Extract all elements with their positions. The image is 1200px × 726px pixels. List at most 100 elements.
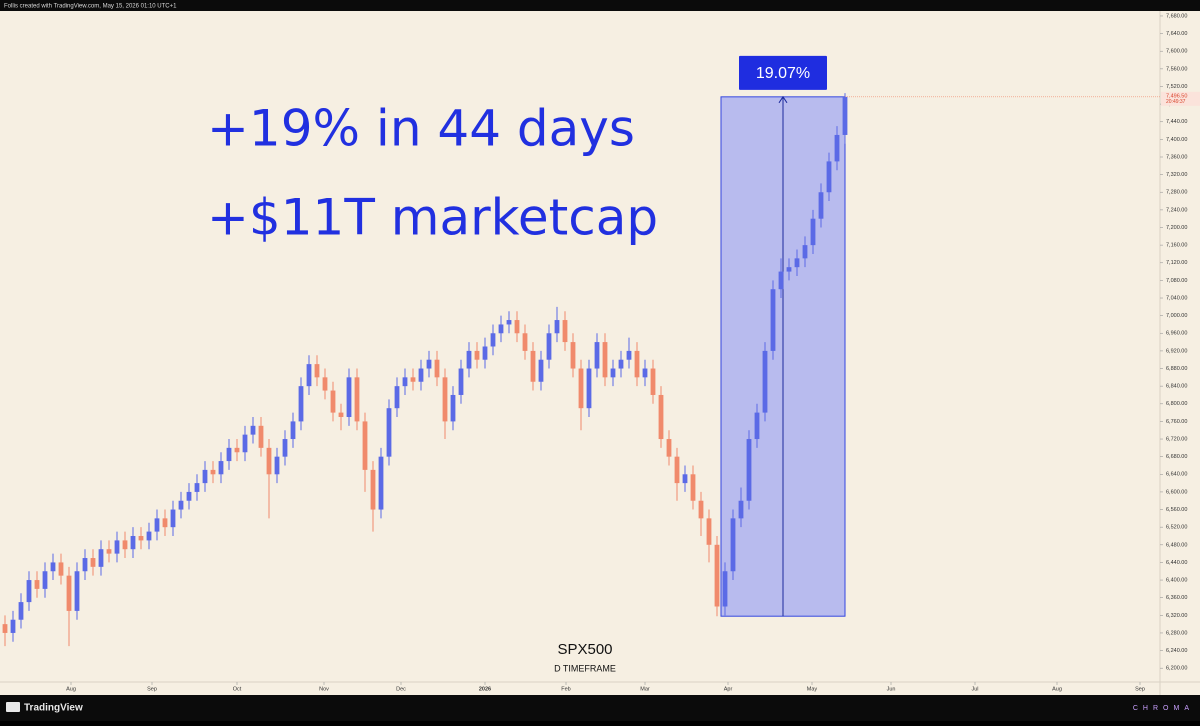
candle-body [690, 474, 696, 501]
x-tick-label: Jun [887, 686, 896, 692]
candle-body [634, 350, 640, 378]
candle-body [50, 562, 56, 572]
candle-body [26, 580, 32, 603]
candle-body [506, 320, 512, 325]
candle-body [66, 575, 72, 611]
candle-body [386, 408, 392, 457]
candle-body [34, 580, 40, 589]
candle-body [762, 350, 768, 413]
watermark: CHROMA [1133, 705, 1194, 712]
candle-body [402, 377, 408, 387]
y-tick-label: 7,400.00 [1166, 137, 1187, 143]
candle-body [778, 271, 784, 290]
x-tick-label: Feb [561, 686, 570, 692]
candle-body [514, 320, 520, 334]
candle-body [186, 491, 192, 501]
candle-body [554, 320, 560, 334]
candle-body [306, 364, 312, 387]
candle-body [466, 350, 472, 369]
candle-body [346, 377, 352, 418]
candle-body [562, 320, 568, 343]
y-tick-label: 6,480.00 [1166, 542, 1187, 548]
candle-body [482, 346, 488, 360]
candle-body [498, 324, 504, 334]
last-price-label: 7,496.50 [1166, 93, 1187, 99]
candle-body [458, 368, 464, 395]
candle-body [290, 421, 296, 440]
candle-body [282, 439, 288, 457]
chart-subtitle: D TIMEFRAME [554, 663, 616, 673]
candle-body [642, 368, 648, 378]
candle-body [210, 469, 216, 475]
candle-body [98, 549, 104, 567]
candle-body [570, 342, 576, 369]
candle-body [122, 540, 128, 550]
y-tick-label: 6,400.00 [1166, 578, 1187, 584]
candle-body [770, 289, 776, 351]
y-tick-label: 7,360.00 [1166, 154, 1187, 160]
candle-body [450, 394, 456, 422]
candle-body [834, 134, 840, 162]
candle-body [178, 500, 184, 510]
y-tick-label: 7,600.00 [1166, 49, 1187, 55]
x-tick-label: Sep [1135, 686, 1145, 692]
candle-body [442, 377, 448, 422]
candle-body [618, 359, 624, 369]
candle-body [786, 267, 792, 272]
annotation: +19% in 44 days [207, 100, 635, 158]
measure-label-box [739, 55, 827, 90]
candle-body [746, 439, 752, 501]
candle-body [322, 377, 328, 391]
countdown: 20:49:37 [1166, 99, 1186, 105]
y-tick-label: 7,120.00 [1166, 260, 1187, 266]
y-tick-label: 6,560.00 [1166, 507, 1187, 513]
candle-body [298, 386, 304, 422]
x-tick-label: Dec [396, 686, 406, 692]
y-tick-label: 7,320.00 [1166, 172, 1187, 178]
candle-body [10, 619, 16, 633]
candle-body [698, 500, 704, 519]
candle-body [138, 535, 144, 541]
candle-body [666, 439, 672, 457]
candle-body [722, 571, 728, 607]
candle-body [418, 368, 424, 382]
y-tick-label: 6,800.00 [1166, 401, 1187, 407]
last-price-box [1161, 91, 1200, 106]
candle-body [754, 412, 760, 440]
candle-body [714, 544, 720, 607]
x-tick-label: Nov [319, 686, 329, 692]
y-tick-label: 6,640.00 [1166, 472, 1187, 478]
candle-body [674, 456, 680, 484]
candle-body [314, 364, 320, 378]
y-tick-label: 6,320.00 [1166, 613, 1187, 619]
annotation: +$11T marketcap [207, 189, 658, 247]
y-tick-label: 7,520.00 [1166, 84, 1187, 90]
candle-body [530, 350, 536, 382]
x-tick-label: 2026 [479, 686, 491, 692]
candle-body [602, 342, 608, 378]
candle-body [130, 535, 136, 550]
candle-body [18, 602, 24, 620]
y-tick-label: 6,440.00 [1166, 560, 1187, 566]
candle-body [250, 425, 256, 435]
candle-body [738, 500, 744, 519]
brand[interactable]: TradingView [24, 703, 83, 714]
y-tick-label: 6,720.00 [1166, 436, 1187, 442]
candle-body [162, 518, 168, 528]
candle-body [594, 342, 600, 369]
candle-body [2, 624, 8, 633]
x-tick-label: Jul [971, 686, 978, 692]
candle-body [90, 558, 96, 567]
candle-body [202, 469, 208, 484]
y-tick-label: 6,600.00 [1166, 489, 1187, 495]
candle-body [842, 96, 848, 135]
candle-body [626, 350, 632, 360]
x-tick-label: May [807, 686, 818, 692]
y-tick-label: 6,360.00 [1166, 595, 1187, 601]
credit: Follis created with TradingView.com, May… [4, 4, 177, 10]
candle-body [658, 394, 664, 440]
candle-body [810, 218, 816, 246]
x-tick-label: Mar [640, 686, 650, 692]
y-tick-label: 7,240.00 [1166, 207, 1187, 213]
